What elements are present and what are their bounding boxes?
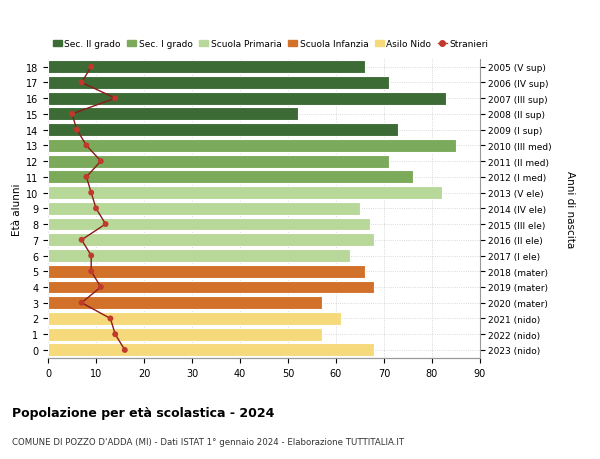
- Bar: [48, 312, 341, 325]
- Bar: [48, 202, 360, 215]
- Point: [96, 158, 106, 165]
- Bar: [48, 61, 365, 74]
- Y-axis label: Età alunni: Età alunni: [12, 183, 22, 235]
- Text: COMUNE DI POZZO D'ADDA (MI) - Dati ISTAT 1° gennaio 2024 - Elaborazione TUTTITAL: COMUNE DI POZZO D'ADDA (MI) - Dati ISTAT…: [12, 437, 404, 446]
- Point: [82, 174, 91, 181]
- Bar: [48, 93, 446, 106]
- Point: [86, 268, 96, 275]
- Point: [86, 64, 96, 71]
- Bar: [48, 77, 389, 90]
- Bar: [48, 265, 365, 278]
- Point: [72, 127, 82, 134]
- Point: [82, 142, 91, 150]
- Point: [86, 190, 96, 197]
- Point: [106, 315, 115, 322]
- Point: [86, 252, 96, 260]
- Point: [67, 111, 77, 118]
- Bar: [48, 155, 389, 168]
- Legend: Sec. II grado, Sec. I grado, Scuola Primaria, Scuola Infanzia, Asilo Nido, Stran: Sec. II grado, Sec. I grado, Scuola Prim…: [53, 40, 488, 49]
- Bar: [48, 281, 374, 294]
- Bar: [48, 140, 456, 152]
- Point: [110, 331, 120, 338]
- Point: [91, 205, 101, 213]
- Bar: [48, 344, 374, 357]
- Point: [96, 284, 106, 291]
- Point: [101, 221, 110, 228]
- Bar: [48, 171, 413, 184]
- Bar: [48, 108, 298, 121]
- Point: [120, 347, 130, 354]
- Y-axis label: Anni di nascita: Anni di nascita: [565, 170, 575, 247]
- Point: [110, 95, 120, 103]
- Bar: [48, 218, 370, 231]
- Bar: [48, 328, 322, 341]
- Bar: [48, 297, 322, 309]
- Point: [77, 236, 86, 244]
- Bar: [48, 187, 442, 200]
- Point: [77, 79, 86, 87]
- Text: Popolazione per età scolastica - 2024: Popolazione per età scolastica - 2024: [12, 406, 274, 419]
- Point: [77, 299, 86, 307]
- Bar: [48, 124, 398, 137]
- Bar: [48, 234, 374, 246]
- Bar: [48, 250, 350, 263]
